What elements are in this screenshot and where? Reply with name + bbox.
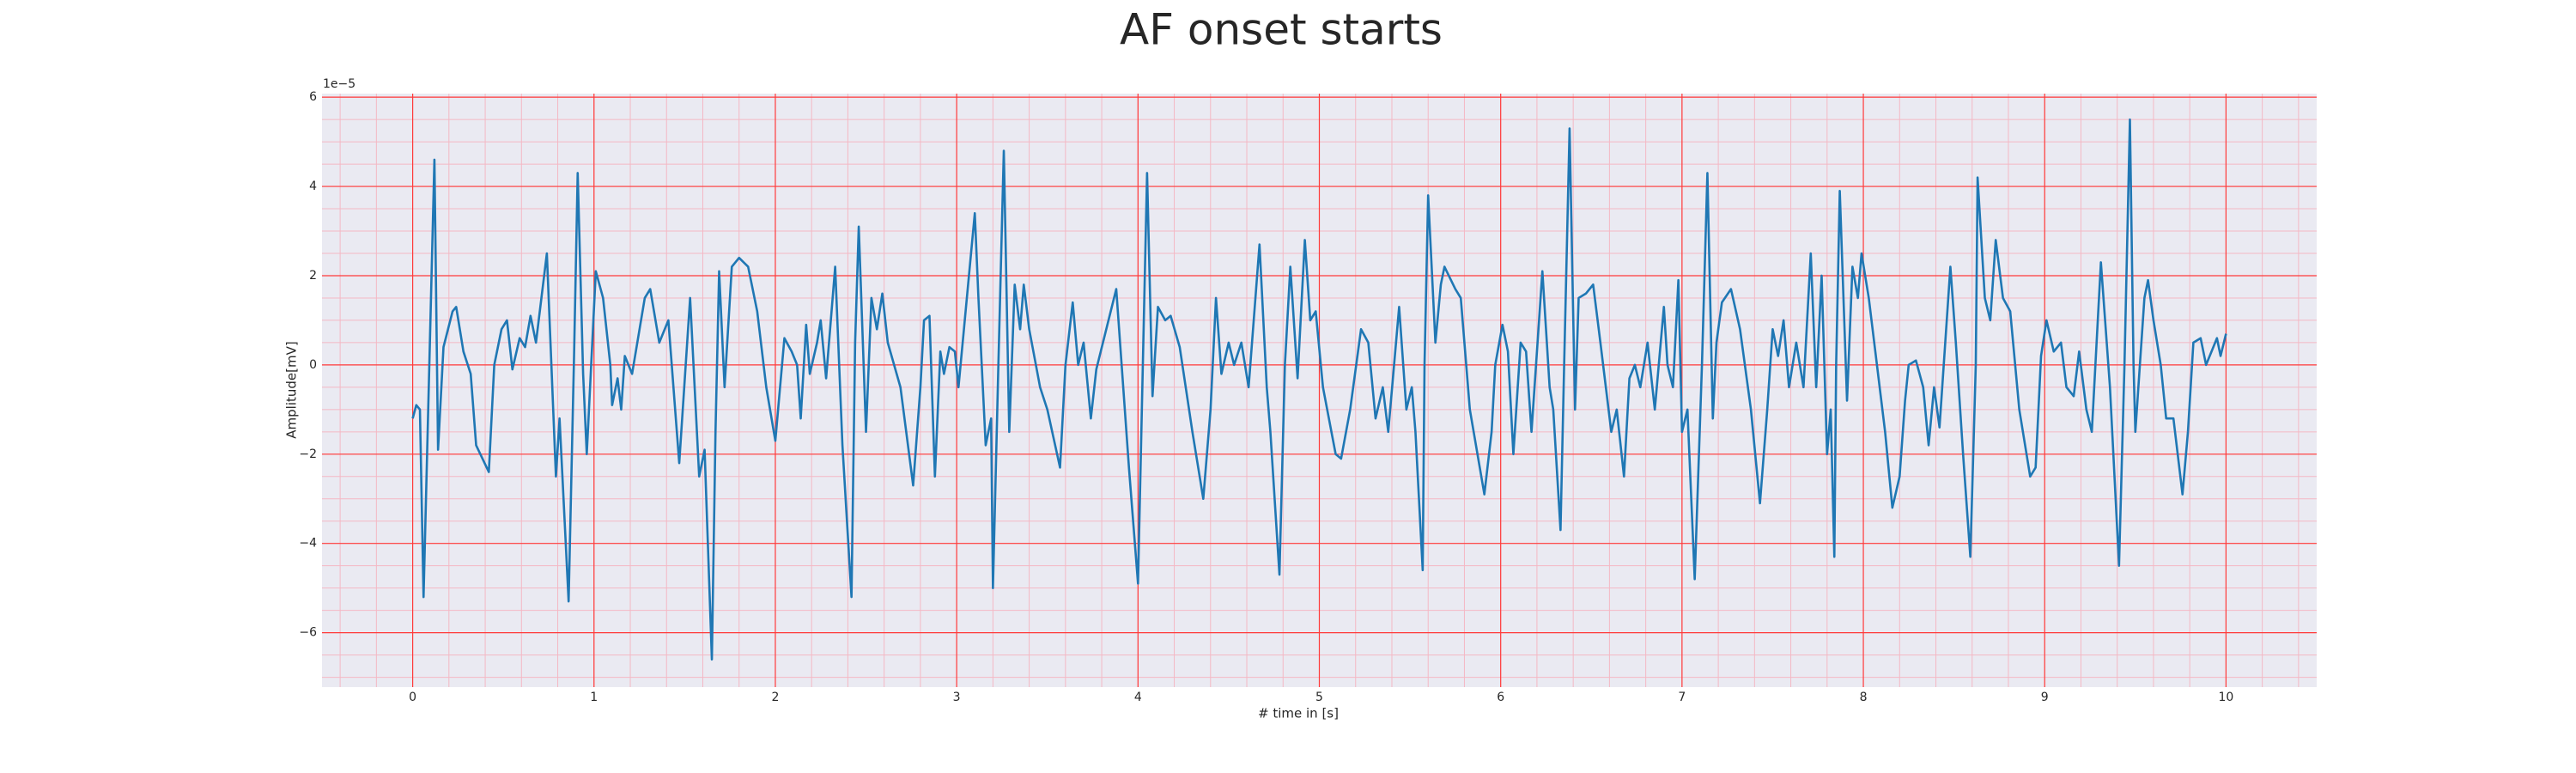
- x-tick-label: 9: [2041, 691, 2049, 704]
- x-tick-label: 2: [771, 691, 779, 704]
- y-tick-label: −2: [299, 447, 317, 461]
- chart-title: AF onset starts: [1120, 5, 1443, 55]
- x-tick-label: 1: [590, 691, 598, 704]
- y-tick-label: 4: [309, 180, 317, 193]
- x-tick-label: 6: [1497, 691, 1504, 704]
- y-tick-label: 6: [309, 90, 317, 104]
- x-tick-label: 0: [409, 691, 416, 704]
- y-axis-label: Amplitude[mV]: [284, 341, 300, 438]
- x-tick-label: 10: [2218, 691, 2233, 704]
- y-tick-label: −6: [299, 626, 317, 640]
- data-line: [411, 118, 2227, 661]
- x-tick-label: 4: [1134, 691, 1142, 704]
- x-tick-label: 5: [1315, 691, 1323, 704]
- y-tick-label: −4: [299, 537, 317, 551]
- x-tick-label: 8: [1860, 691, 1868, 704]
- x-axis-label: # time in [s]: [1258, 706, 1339, 721]
- y-tick-label: 0: [309, 358, 317, 372]
- y-offset-label: 1e−5: [323, 77, 355, 91]
- x-tick-label: 7: [1678, 691, 1686, 704]
- y-tick-label: 2: [309, 269, 317, 283]
- x-tick-label: 3: [953, 691, 961, 704]
